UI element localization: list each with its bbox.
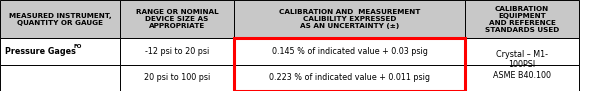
Text: FO: FO <box>74 44 82 49</box>
Text: 0.223 % of indicated value + 0.011 psig: 0.223 % of indicated value + 0.011 psig <box>269 73 430 82</box>
Text: RANGE OR NOMINAL
DEVICE SIZE AS
APPROPRIATE: RANGE OR NOMINAL DEVICE SIZE AS APPROPRI… <box>136 9 218 29</box>
Bar <box>120 65 234 91</box>
Bar <box>465 65 579 91</box>
Text: Crystal – M1-
100PSI
ASME B40.100: Crystal – M1- 100PSI ASME B40.100 <box>493 50 551 80</box>
Bar <box>0 65 120 91</box>
Text: CALIBRATION
EQUIPMENT
AND REFERENCE
STANDARDS USED: CALIBRATION EQUIPMENT AND REFERENCE STAN… <box>485 6 559 33</box>
Bar <box>120 0 234 38</box>
Bar <box>465 0 579 38</box>
Text: CALIBRATION AND  MEASUREMENT
CALIBILITY EXPRESSED
AS AN UNCERTAINTY (±): CALIBRATION AND MEASUREMENT CALIBILITY E… <box>279 9 420 29</box>
Text: 20 psi to 100 psi: 20 psi to 100 psi <box>144 73 210 82</box>
Bar <box>234 38 465 65</box>
Bar <box>234 38 465 91</box>
Bar <box>0 0 120 38</box>
Bar <box>120 38 234 65</box>
Bar <box>234 0 465 38</box>
Text: Pressure Gages: Pressure Gages <box>5 47 76 56</box>
Bar <box>234 65 465 91</box>
Text: 0.145 % of indicated value + 0.03 psig: 0.145 % of indicated value + 0.03 psig <box>272 47 427 56</box>
Bar <box>0 38 120 65</box>
Bar <box>465 38 579 65</box>
Text: MEASURED INSTRUMENT,
QUANTITY OR GAUGE: MEASURED INSTRUMENT, QUANTITY OR GAUGE <box>8 13 112 26</box>
Text: -12 psi to 20 psi: -12 psi to 20 psi <box>145 47 209 56</box>
